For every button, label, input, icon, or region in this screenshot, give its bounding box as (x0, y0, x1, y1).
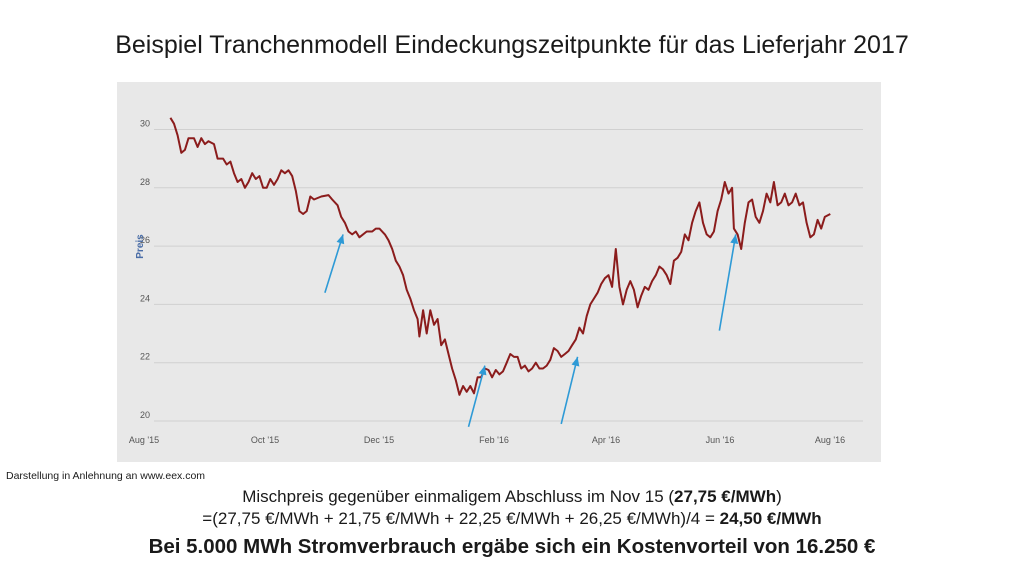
annotation-arrow (560, 356, 580, 425)
x-tick-label: Oct '15 (251, 435, 279, 445)
arrow-head (336, 234, 345, 245)
x-tick-label: Aug '15 (129, 435, 159, 445)
x-tick-label: Jun '16 (706, 435, 735, 445)
arrow-shaft (324, 234, 344, 293)
grid-layer (154, 128, 863, 422)
y-tick-label: 26 (140, 235, 150, 245)
y-tick-label: 30 (140, 118, 150, 128)
slide-title: Beispiel Tranchenmodell Eindeckungszeitp… (115, 31, 909, 59)
mix-price-pre: Mischpreis gegenüber einmaligem Abschlus… (242, 487, 675, 506)
formula-line: =(27,75 €/MWh + 21,75 €/MWh + 22,25 €/MW… (0, 508, 1024, 530)
source-note: Darstellung in Anlehnung an www.eex.com (6, 470, 206, 482)
formula-pre: =(27,75 €/MWh + 21,75 €/MWh + 22,25 €/MW… (202, 509, 720, 528)
annotation-arrow (467, 365, 487, 428)
y-tick-label: 20 (140, 410, 150, 420)
mix-price-bold: 27,75 €/MWh (674, 487, 777, 506)
mix-price-line: Mischpreis gegenüber einmaligem Abschlus… (0, 486, 1024, 508)
series-layer (169, 117, 831, 396)
x-tick-label: Dec '15 (364, 435, 394, 445)
arrow-shaft (560, 356, 579, 425)
x-tick-label: Aug '16 (815, 435, 845, 445)
result-line: Bei 5.000 MWh Stromverbrauch ergäbe sich… (148, 535, 876, 558)
arrow-head (571, 356, 580, 367)
annotation-arrow (324, 234, 345, 293)
y-tick-label: 22 (140, 352, 150, 362)
x-tick-labels: Aug '15 Oct '15 Dec '15 Feb '16 Apr '16 Jun '… (129, 435, 845, 445)
chart-svg: 20 22 24 26 28 30 Aug '15 Oct '15 Dec '15 Feb '1… (129, 117, 863, 445)
y-tick-label: 28 (140, 177, 150, 187)
annotation-arrow (718, 234, 739, 331)
arrow-layer (324, 234, 739, 428)
arrow-head (730, 234, 739, 244)
y-axis-label: Preis (135, 234, 146, 259)
price-series-line (169, 117, 831, 396)
y-tick-labels: 20 22 24 26 28 30 (140, 118, 150, 420)
y-tick-label: 24 (140, 293, 150, 303)
mix-price-post: ) (776, 487, 782, 506)
arrow-head (478, 365, 487, 376)
formula-result: 24,50 €/MWh (719, 509, 822, 528)
x-tick-label: Feb '16 (479, 435, 509, 445)
x-tick-label: Apr '16 (592, 435, 620, 445)
price-chart: 20 22 24 26 28 30 Aug '15 Oct '15 Dec '15 Feb '1… (117, 82, 881, 462)
arrow-shaft (718, 234, 737, 331)
arrow-shaft (467, 365, 486, 428)
